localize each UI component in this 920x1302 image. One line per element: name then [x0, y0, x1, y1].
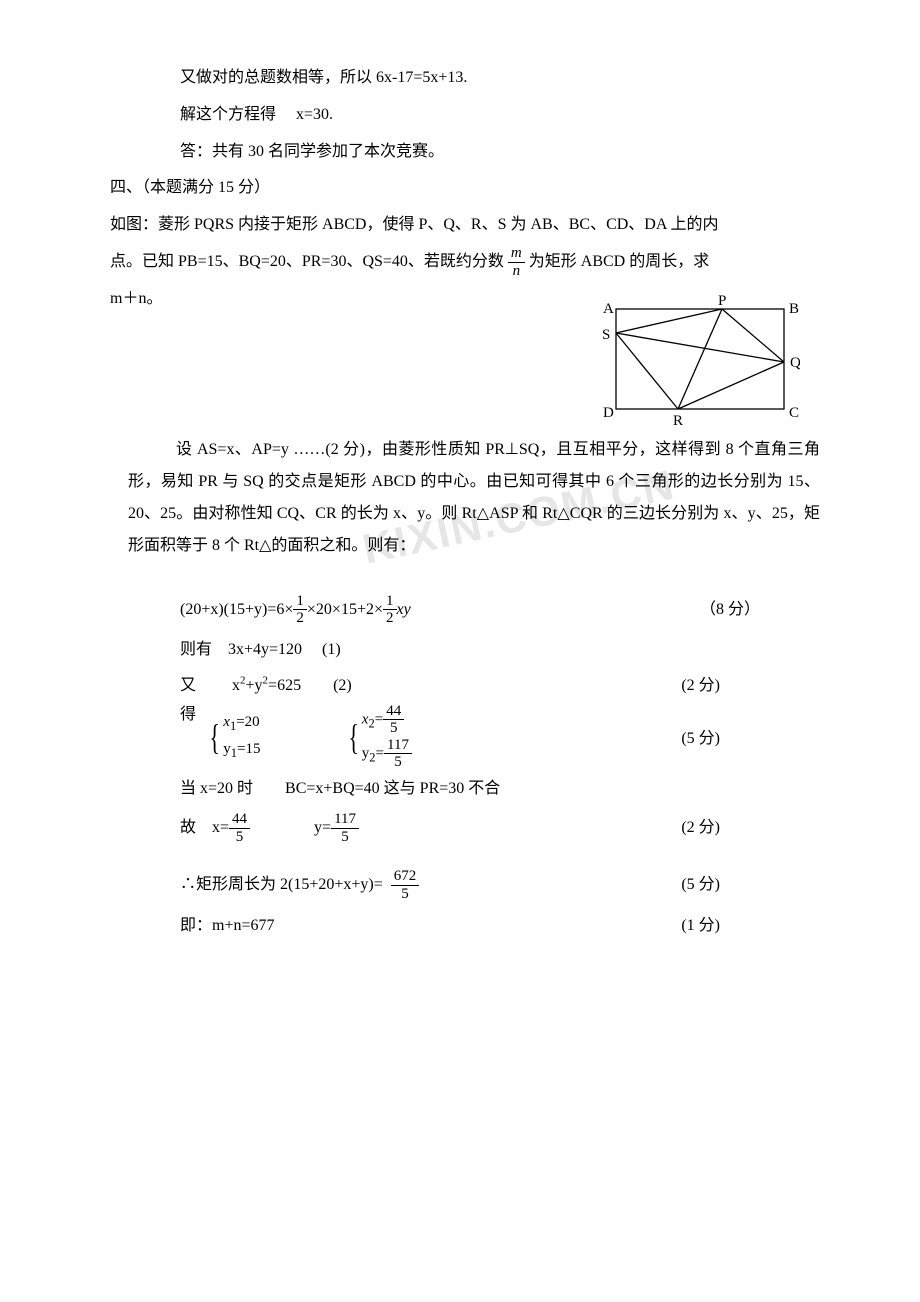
frac-so-y: 1175	[331, 811, 359, 845]
x1-eq: =20	[236, 714, 259, 730]
get-label: 得	[180, 703, 196, 723]
half1-den: 2	[293, 610, 307, 627]
label-s: S	[602, 327, 610, 343]
problem-b-post: 为矩形 ABCD 的周长，求	[529, 253, 709, 270]
line-so: 故 x=445 y=1175 (2 分)	[110, 806, 820, 851]
label-c: C	[789, 405, 799, 421]
segment-pq	[722, 309, 784, 362]
frac-y2: 1175	[384, 737, 412, 771]
x1-var: x	[223, 714, 230, 730]
frac-x2: 445	[383, 703, 404, 737]
brace-col-1: x1=20 y1=15	[223, 710, 260, 765]
problem-line-a: 如图：菱形 PQRS 内接于矩形 ABCD，使得 P、Q、R、S 为 AB、BC…	[110, 207, 820, 244]
frac-half-1: 12	[293, 593, 307, 627]
label-a: A	[603, 301, 614, 317]
segment-qr	[678, 362, 784, 409]
half1-num: 1	[293, 593, 307, 611]
so-y-den: 5	[331, 829, 359, 846]
problem-b-pre: 点。已知 PB=15、BQ=20、PR=30、QS=40、若既约分数	[110, 253, 504, 270]
so-score: (2 分)	[681, 806, 720, 851]
line-then: 则有 3x+4y=120 (1)	[110, 632, 820, 667]
label-d: D	[603, 405, 614, 421]
line-final: 即：m+n=677 (1 分)	[110, 908, 820, 943]
frac-den-n: n	[508, 263, 525, 280]
label-b: B	[789, 301, 799, 317]
and-score: (2 分)	[681, 668, 720, 703]
peri-den: 5	[391, 886, 420, 903]
line-perimeter: ∴矩形周长为 2(15+20+x+y)= 6725 (5 分)	[110, 863, 820, 908]
root-score: (5 分)	[681, 703, 720, 747]
peri-pre: ∴矩形周长为 2(15+20+x+y)=	[180, 876, 387, 893]
equation-1: (20+x)(15+y)=6×12×20×15+2×12xy （8 分）	[110, 588, 820, 633]
final-score: (1 分)	[681, 908, 720, 943]
segment-sp	[616, 309, 722, 333]
x2-eq: =	[375, 711, 383, 727]
geometry-figure: A B C D P Q R S	[594, 295, 800, 435]
so-x-den: 5	[229, 829, 250, 846]
eq1-pre: (20+x)(15+y)=6×	[180, 601, 293, 618]
eq1-score: （8 分）	[700, 588, 760, 633]
label-r: R	[673, 413, 683, 429]
y1-eq: =15	[237, 741, 260, 757]
solution-paragraph: 设 AS=x、AP=y ……(2 分)，由菱形性质知 PR⊥SQ，且互相平分，这…	[110, 434, 820, 562]
eq1-mid: ×20×15+2×	[307, 601, 383, 618]
frac-peri: 6725	[391, 868, 420, 902]
frac-so-x: 445	[229, 811, 250, 845]
root-group-1: { x1=20 y1=15	[206, 710, 261, 765]
label-p: P	[718, 295, 726, 309]
problem-line-b: 点。已知 PB=15、BQ=20、PR=30、QS=40、若既约分数 m n 为…	[110, 244, 820, 281]
diagonal-pr	[678, 309, 722, 409]
peri-score: (5 分)	[681, 863, 720, 908]
section-4-title: 四、（本题满分 15 分）	[110, 170, 820, 207]
top-line-1: 又做对的总题数相等，所以 6x-17=5x+13.	[110, 60, 820, 97]
label-q: Q	[790, 355, 800, 371]
brace-col-2: x2=445 y2=1175	[362, 703, 412, 771]
so-mid: y=	[250, 819, 331, 836]
brace-2: {	[348, 715, 358, 759]
half2-num: 1	[383, 593, 397, 611]
so-y-num: 117	[331, 811, 359, 829]
y1-var: y	[223, 741, 231, 757]
page: 又做对的总题数相等，所以 6x-17=5x+13. 解这个方程得 x=30. 答…	[0, 0, 920, 1003]
roots-line: 得 { x1=20 y1=15 { x2=445 y2=1175 (5 分)	[110, 703, 820, 771]
y2-num: 117	[384, 737, 412, 755]
and-pre: 又 x	[180, 677, 240, 694]
spacer-2	[110, 578, 820, 588]
frac-half-2: 12	[383, 593, 397, 627]
frac-num-m: m	[508, 245, 525, 263]
so-x-num: 44	[229, 811, 250, 829]
so-pre: 故 x=	[180, 819, 229, 836]
and-post: =625 (2)	[268, 677, 352, 694]
y2-eq: =	[376, 745, 384, 761]
x2-den: 5	[383, 720, 404, 737]
peri-num: 672	[391, 868, 420, 886]
brace-1: {	[209, 715, 219, 759]
line-and: 又 x2+y2=625 (2) (2 分)	[110, 668, 820, 703]
plus-y: +y	[246, 677, 263, 694]
solution-block: KIXIN.COM.CN 设 AS=x、AP=y ……(2 分)，由菱形性质知 …	[110, 434, 820, 562]
segment-rs	[616, 333, 678, 409]
half2-den: 2	[383, 610, 397, 627]
x2-num: 44	[383, 703, 404, 721]
spacer-3	[110, 851, 820, 863]
problem-text: 如图：菱形 PQRS 内接于矩形 ABCD，使得 P、Q、R、S 为 AB、BC…	[110, 207, 820, 317]
final-text: 即：m+n=677	[180, 917, 275, 934]
line-when: 当 x=20 时 BC=x+BQ=40 这与 PR=30 不合	[110, 771, 820, 806]
top-line-2: 解这个方程得 x=30.	[110, 97, 820, 134]
eq1-xy: xy	[397, 601, 411, 618]
fraction-m-over-n: m n	[508, 245, 525, 279]
top-line-3: 答：共有 30 名同学参加了本次竞赛。	[110, 134, 820, 171]
y2-den: 5	[384, 754, 412, 771]
root-group-2: { x2=445 y2=1175	[345, 703, 412, 771]
